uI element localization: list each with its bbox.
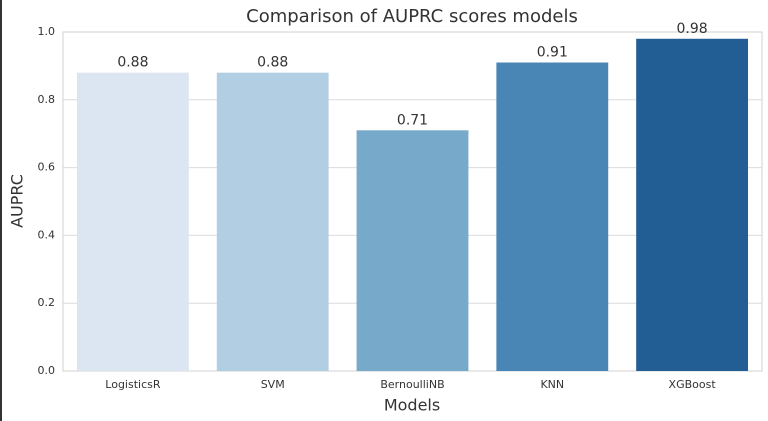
y-tick-label: 0.8 bbox=[38, 93, 56, 106]
x-axis-label: Models bbox=[384, 396, 440, 415]
bar bbox=[356, 130, 469, 371]
bar bbox=[76, 72, 189, 372]
y-axis-label: AUPRC bbox=[8, 174, 27, 228]
x-tick-label: SVM bbox=[261, 378, 285, 391]
x-tick-label: XGBoost bbox=[669, 378, 717, 391]
value-label: 0.71 bbox=[397, 112, 428, 128]
y-tick-label: 0.2 bbox=[38, 296, 56, 309]
y-tick-label: 0.0 bbox=[38, 364, 56, 377]
y-tick-label: 1.0 bbox=[38, 25, 56, 38]
left-edge bbox=[0, 0, 2, 421]
value-label: 0.91 bbox=[537, 45, 568, 61]
x-tick-label: KNN bbox=[540, 378, 564, 391]
value-label: 0.98 bbox=[677, 21, 708, 37]
x-tick-label: LogisticsR bbox=[105, 378, 161, 391]
y-tick-label: 0.6 bbox=[38, 161, 56, 174]
bar bbox=[496, 62, 609, 371]
bar bbox=[216, 72, 329, 372]
value-label: 0.88 bbox=[257, 55, 288, 71]
x-tick-label: BernoulliNB bbox=[380, 378, 444, 391]
value-label: 0.88 bbox=[117, 55, 148, 71]
chart-title: Comparison of AUPRC scores models bbox=[246, 6, 578, 27]
y-tick-label: 0.4 bbox=[38, 228, 56, 241]
bar bbox=[636, 38, 749, 371]
